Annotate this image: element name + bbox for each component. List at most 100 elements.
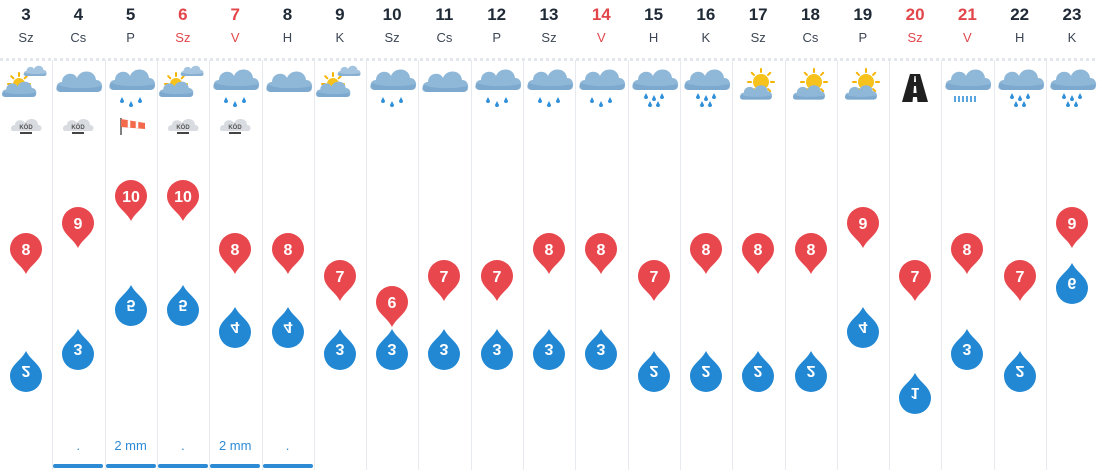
cloud-light-rain-icon [108, 69, 155, 107]
column-divider [732, 60, 734, 470]
column-divider [418, 60, 420, 470]
min-temp-marker: 2 [742, 351, 775, 392]
min-temp-marker: 6 [1056, 263, 1088, 304]
svg-text:KÖD: KÖD [72, 124, 86, 131]
svg-text:3: 3 [545, 340, 554, 357]
svg-text:9: 9 [858, 216, 867, 233]
svg-text:8: 8 [283, 242, 292, 259]
day-of-week: V [230, 30, 240, 45]
svg-text:7: 7 [335, 269, 344, 286]
day-of-week: Cs [70, 30, 87, 45]
column-divider [1046, 60, 1047, 470]
day-number: 20 [905, 5, 925, 24]
precipitation-bar [53, 464, 104, 468]
day-column-3[interactable]: 3 Sz KÖD 8 2 [0, 0, 52, 470]
day-of-week: P [126, 30, 135, 45]
svg-text:7: 7 [440, 269, 449, 286]
svg-text:7: 7 [649, 269, 658, 286]
max-temp-marker: 9 [846, 206, 879, 248]
svg-text:8: 8 [231, 242, 240, 259]
svg-text:10: 10 [122, 189, 140, 206]
day-column-10[interactable]: 10 Sz 6 3 [366, 0, 418, 470]
day-number: 8 [282, 5, 293, 24]
precipitation-amount: 2 mm [218, 438, 252, 453]
day-of-week: Cs [436, 30, 453, 45]
day-column-5[interactable]: 5 P 10 5 2 mm [104, 0, 157, 470]
day-column-16[interactable]: 16 K 8 2 [679, 0, 732, 470]
precipitation-amount: . [76, 438, 81, 453]
column-divider [261, 60, 263, 470]
day-column-7[interactable]: 7 V KÖD 8 4 2 mm [209, 0, 261, 470]
day-of-week: Sz [175, 30, 191, 45]
column-divider [523, 60, 524, 470]
cloud-light-rain-icon [370, 69, 417, 107]
day-column-15[interactable]: 15 H 7 2 [627, 0, 680, 470]
day-number: 21 [957, 5, 977, 24]
max-temp-marker: 10 [166, 180, 199, 221]
svg-text:3: 3 [597, 340, 606, 357]
svg-text:2: 2 [649, 362, 658, 379]
day-column-6[interactable]: 6 Sz KÖD 10 5. [156, 0, 209, 470]
day-column-9[interactable]: 9 K 7 3 [313, 0, 366, 470]
cloud-drizzle-icon [945, 69, 992, 102]
svg-text:1: 1 [911, 384, 920, 401]
fog-badge-icon: KÖD [220, 119, 251, 134]
svg-text:10: 10 [174, 189, 192, 206]
max-temp-marker: 9 [1056, 206, 1088, 248]
min-temp-marker: 4 [219, 307, 252, 348]
day-column-22[interactable]: 22 H 7 2 [993, 0, 1046, 470]
svg-text:3: 3 [963, 340, 972, 357]
day-column-19[interactable]: 19 P 9 4 [836, 0, 889, 470]
day-number: 5 [125, 5, 136, 24]
svg-text:8: 8 [754, 242, 763, 259]
day-column-11[interactable]: 11 Cs 7 3 [418, 0, 470, 470]
max-temp-marker: 8 [219, 233, 252, 274]
min-temp-marker: 3 [585, 329, 618, 370]
day-column-14[interactable]: 14 V 8 3 [575, 0, 627, 470]
max-temp-marker: 8 [794, 233, 827, 274]
day-column-17[interactable]: 17 Sz 8 2 [732, 0, 784, 470]
column-divider [575, 60, 577, 470]
min-temp-marker: 2 [1003, 351, 1036, 392]
min-temp-marker: 3 [533, 329, 565, 370]
day-column-21[interactable]: 21 V 8 3 [941, 0, 993, 470]
precipitation-bar [262, 464, 313, 468]
min-temp-marker: 5 [166, 285, 199, 326]
day-column-18[interactable]: 18 Cs 8 2 [784, 0, 837, 470]
svg-text:KÖD: KÖD [229, 124, 243, 131]
column-divider [679, 60, 681, 470]
day-of-week: V [596, 30, 606, 45]
day-column-23[interactable]: 23 K 9 6 [1046, 0, 1097, 470]
max-temp-marker: 9 [62, 206, 95, 248]
day-number: 16 [696, 5, 716, 24]
day-column-13[interactable]: 13 Sz 8 3 [523, 0, 575, 470]
day-column-20[interactable]: 20 Sz 7 1 [889, 0, 941, 470]
cloud-rain-icon [997, 69, 1044, 107]
day-number: 15 [644, 5, 664, 24]
day-of-week: P [492, 30, 502, 45]
svg-text:6: 6 [1068, 274, 1077, 291]
day-column-8[interactable]: 8 H 8 4. [261, 0, 314, 470]
partly-cloudy-sun-icon [315, 65, 361, 97]
sun-behind-cloud-icon [792, 68, 828, 100]
min-temp-marker: 2 [794, 351, 827, 392]
max-temp-marker: 7 [637, 259, 670, 301]
day-number: 23 [1062, 5, 1082, 24]
svg-text:3: 3 [335, 340, 344, 357]
svg-text:6: 6 [388, 295, 397, 312]
min-temp-marker: 2 [689, 351, 722, 392]
max-temp-marker: 10 [114, 180, 147, 221]
day-column-12[interactable]: 12 P 7 3 [470, 0, 523, 470]
svg-text:8: 8 [545, 242, 554, 259]
day-number: 11 [435, 5, 454, 24]
day-of-week: Cs [802, 30, 819, 45]
partly-cloudy-sun-icon [1, 65, 47, 97]
min-temp-marker: 3 [323, 329, 356, 370]
min-temp-marker: 3 [951, 329, 984, 370]
day-of-week: P [858, 30, 868, 45]
day-column-4[interactable]: 4 Cs KÖD 9 3. [52, 0, 104, 470]
svg-text:3: 3 [492, 340, 501, 357]
svg-text:8: 8 [597, 242, 606, 259]
day-of-week: Sz [384, 30, 400, 45]
svg-text:8: 8 [963, 242, 972, 259]
